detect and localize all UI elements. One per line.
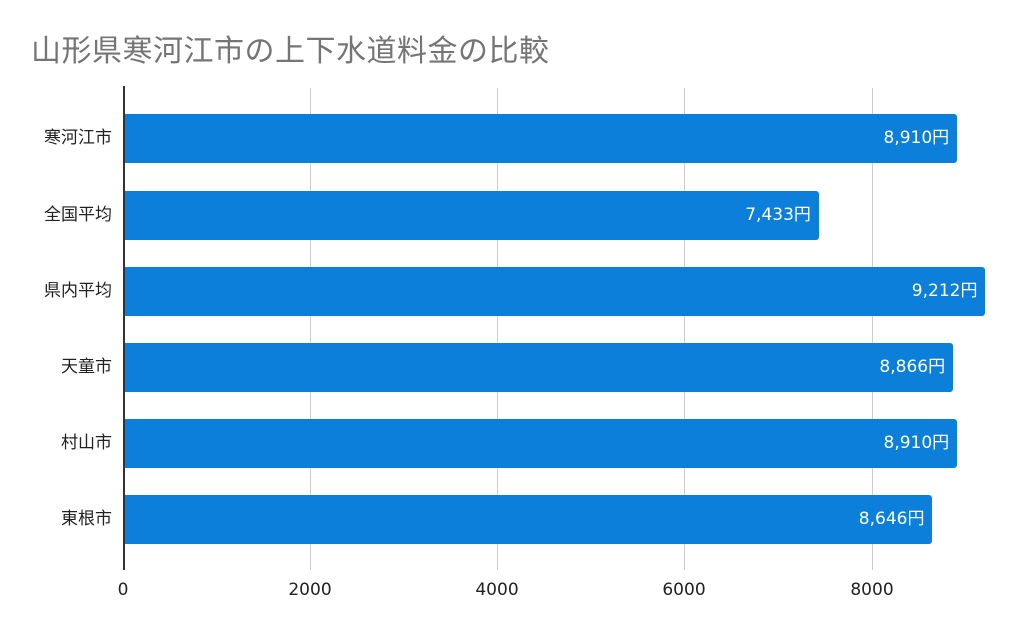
bar-value-label: 8,646円 <box>858 509 925 529</box>
x-tick-label: 2000 <box>288 580 332 600</box>
bar-value-label: 8,910円 <box>883 433 950 453</box>
category-label: 全国平均 <box>44 205 112 225</box>
bar[interactable]: 8,910円 <box>124 114 958 163</box>
bar-value-label: 7,433円 <box>745 205 811 225</box>
x-tick-label: 6000 <box>662 580 706 600</box>
chart-title: 山形県寒河江市の上下水道料金の比較 <box>31 34 550 69</box>
bar-value-label: 8,910円 <box>883 128 950 148</box>
category-label: 寒河江市 <box>44 128 112 148</box>
category-label: 県内平均 <box>44 281 112 301</box>
bar-value-label: 8,866円 <box>879 357 946 377</box>
x-tick-label: 0 <box>117 580 129 600</box>
bar-value-label: 9,212円 <box>911 281 978 301</box>
y-axis-line <box>123 86 125 570</box>
bar[interactable]: 8,646円 <box>124 495 933 544</box>
bar[interactable]: 9,212円 <box>124 267 986 316</box>
bar[interactable]: 8,910円 <box>124 419 958 468</box>
category-label: 東根市 <box>61 509 112 529</box>
gridline-8000 <box>872 88 873 570</box>
gridline-2000 <box>310 88 311 570</box>
gridline-4000 <box>497 88 498 570</box>
x-tick-label: 8000 <box>850 580 894 600</box>
category-label: 天童市 <box>61 357 112 377</box>
bar[interactable]: 8,866円 <box>124 343 954 392</box>
gridline-6000 <box>684 88 685 570</box>
bar[interactable]: 7,433円 <box>124 191 819 240</box>
category-label: 村山市 <box>61 433 112 453</box>
x-tick-label: 4000 <box>475 580 519 600</box>
